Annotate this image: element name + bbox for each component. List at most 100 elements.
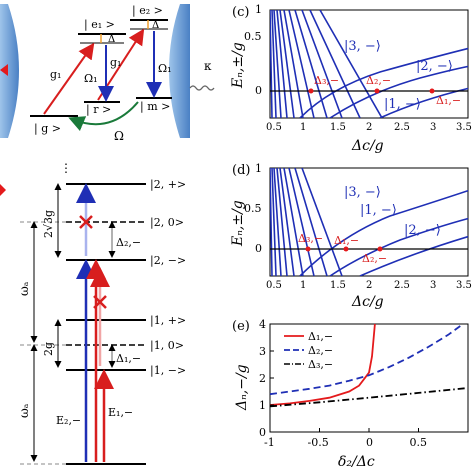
ytick-e-1: 0 xyxy=(259,426,266,439)
xtick-c-1: 0.5 xyxy=(266,122,282,133)
right-mirror xyxy=(169,4,190,138)
label-kappa: κ xyxy=(204,59,212,73)
delta-d-3: Δ₃,− xyxy=(298,232,323,245)
state-c-1: |1, −⟩ xyxy=(384,97,421,112)
panel-a: | e₁ > | e₂ > | g > | r > | m > Δ Δ g₁ g… xyxy=(0,4,215,143)
ytick-e-4: 3 xyxy=(259,345,266,358)
state-d-2: |2, −⟩ xyxy=(404,223,441,238)
xtick-d-4: 2 xyxy=(366,280,372,291)
label-omega-top: ωₐ xyxy=(17,281,31,296)
xtick-e-4: 0.5 xyxy=(410,436,428,449)
panel-label-e: (e) xyxy=(232,319,250,334)
delta-right: Δ xyxy=(152,20,159,31)
label-1-zero: |1, 0> xyxy=(150,339,184,353)
pump-arrow-icon xyxy=(0,184,6,196)
ytick-d-1: 1 xyxy=(255,162,262,175)
legend-e: Δ₁,− Δ₂,− Δ₃,− xyxy=(284,330,333,371)
panel-e: 0 1 2 3 4 -1 -0.5 0 0.5 (e) Δₙ,−/g δ₂/Δc Δ₁,− Δ₂… xyxy=(232,318,469,470)
kappa-wave-icon xyxy=(189,85,215,91)
plot-frame-d xyxy=(269,167,469,277)
omega-arrow xyxy=(68,101,139,132)
label-1-minus: |1, −> xyxy=(150,364,186,378)
xtick-d-2: 1 xyxy=(300,280,306,291)
xtick-e-1: -1 xyxy=(264,436,275,449)
ytick-e-5: 4 xyxy=(259,318,266,331)
panel-b: ⋮ |2, +> |2, 0> xyxy=(0,161,186,465)
xtick-d-7: 3.5 xyxy=(456,280,472,291)
delta-c-2: Δ₂,− xyxy=(366,74,391,87)
state-d-3: |3, −⟩ xyxy=(344,185,381,200)
label-g: | g > xyxy=(34,122,61,136)
xtick-c-6: 3 xyxy=(430,122,436,133)
blocked-x-mid-icon xyxy=(93,295,107,309)
delta-c-1: Δ₁,− xyxy=(436,94,461,107)
xtick-e-2: -0.5 xyxy=(308,436,329,449)
plot-frame-c xyxy=(269,9,469,119)
label-omega-bottom: ωₐ xyxy=(17,403,31,418)
xtick-c-5: 2.5 xyxy=(394,122,410,133)
xtick-d-1: 0.5 xyxy=(266,280,282,291)
label-e2: | e₂ > xyxy=(132,4,163,18)
xtick-d-6: 3 xyxy=(430,280,436,291)
label-omega1-left: Ω₁ xyxy=(84,72,98,85)
xtick-c-4: 2 xyxy=(366,122,372,133)
label-1-plus: |1, +> xyxy=(150,314,186,328)
label-omega: Ω xyxy=(114,129,124,143)
delta-d-1: Δ₁,− xyxy=(334,234,359,247)
state-c-3: |3, −⟩ xyxy=(344,39,381,54)
panel-d: 1 0.5 0 0.5 1 1.5 2 2.5 3 3.5 Eₙ,±/g Δc/… xyxy=(230,162,472,310)
label-E1: E₁,− xyxy=(108,406,133,419)
delta-d-2: Δ₂,− xyxy=(362,252,387,265)
ylabel-e: Δₙ,−/g xyxy=(234,364,250,411)
label-g1-right: g₁ xyxy=(110,56,121,69)
xtick-c-2: 1 xyxy=(300,122,306,133)
label-m: | m > xyxy=(140,100,170,114)
state-d-1: |1, −⟩ xyxy=(360,203,397,218)
ytick-c-1: 1 xyxy=(255,3,262,16)
xtick-c-3: 1.5 xyxy=(330,122,346,133)
state-c-2: |2, −⟩ xyxy=(416,59,453,74)
label-split-1: 2g xyxy=(42,342,55,356)
legend-e-3: Δ₃,− xyxy=(308,358,333,371)
ytick-e-2: 1 xyxy=(259,399,266,412)
dots: ⋮ xyxy=(60,161,72,175)
panel-c: 1 0.5 0 0.5 1 1.5 2 2.5 3 3.5 Eₙ,±/g Δc/… xyxy=(230,3,472,154)
series-line-2 xyxy=(269,323,464,396)
ytick-e-3: 2 xyxy=(259,372,266,385)
input-laser-icon xyxy=(0,64,8,76)
xlabel-c: Δc/g xyxy=(351,138,384,154)
ylabel-d: Eₙ,±/g xyxy=(230,200,246,247)
panel-label-d: (d) xyxy=(232,163,250,178)
series-line-3 xyxy=(269,387,469,408)
ytick-d-3: 0 xyxy=(255,242,262,255)
label-delta-1: Δ₁,− xyxy=(116,352,141,365)
ytick-c-3: 0 xyxy=(255,84,262,97)
xtick-d-3: 1.5 xyxy=(330,280,346,291)
xtick-e-3: 0 xyxy=(366,436,373,449)
label-r: | r > xyxy=(86,103,111,117)
xtick-c-7: 3.5 xyxy=(456,122,472,133)
blocked-x-top-icon xyxy=(79,215,93,229)
label-delta-2: Δ₂,− xyxy=(116,236,141,249)
energy-curves-c xyxy=(270,10,468,118)
series-line-1 xyxy=(269,323,376,406)
left-mirror xyxy=(0,4,19,138)
xlabel-d: Δc/g xyxy=(351,294,384,310)
legend-e-2: Δ₂,− xyxy=(308,344,333,357)
ytick-c-2: 0.5 xyxy=(244,30,262,43)
delta-c-3: Δ₃,− xyxy=(314,74,339,87)
label-2-plus: |2, +> xyxy=(150,178,186,192)
ylabel-c: Eₙ,±/g xyxy=(230,42,246,89)
label-split-2: 2√3g xyxy=(42,210,55,238)
legend-e-1: Δ₁,− xyxy=(308,330,333,343)
label-omega1-right: Ω₁ xyxy=(158,62,172,75)
delta-left: Δ xyxy=(108,34,115,45)
label-e1: | e₁ > xyxy=(84,18,115,32)
g1-left-arrow xyxy=(43,42,95,115)
xtick-d-5: 2.5 xyxy=(394,280,410,291)
label-E2: E₂,− xyxy=(56,414,81,427)
label-g1-left: g₁ xyxy=(50,68,61,81)
xlabel-e: δ₂/Δc xyxy=(338,454,375,470)
panel-label-c: (c) xyxy=(232,5,249,20)
label-2-zero: |2, 0> xyxy=(150,216,184,230)
